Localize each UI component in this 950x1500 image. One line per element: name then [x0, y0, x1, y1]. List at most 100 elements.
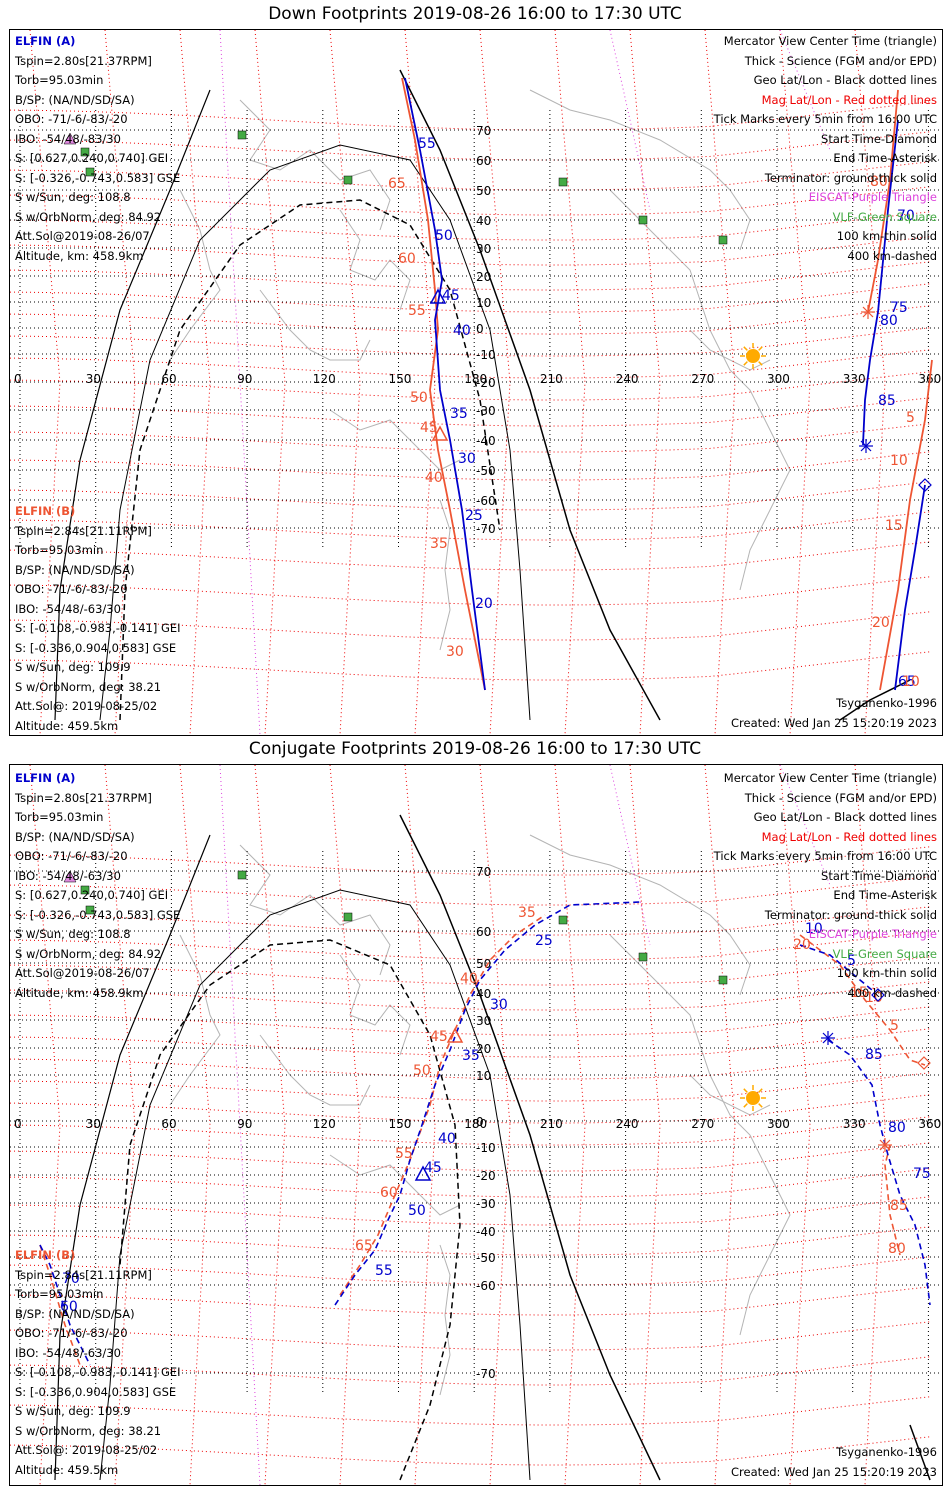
- elfin-a-info-conjugate: ELFIN (A) Tspin=2.80s[21.37RPM] Torb=95.…: [15, 769, 180, 1003]
- vlf-square: [343, 175, 353, 185]
- mag-lat-line: [10, 186, 931, 216]
- panel-title-conjugate: Conjugate Footprints 2019-08-26 16:00 to…: [248, 739, 702, 759]
- coastline: [169, 189, 221, 361]
- lon-tick-label: 150: [389, 372, 412, 386]
- lon-tick-label: 240: [616, 1117, 639, 1131]
- mag-lat-line: [10, 305, 931, 335]
- coastline: [439, 499, 451, 651]
- lat-tick-label: 40: [476, 214, 491, 228]
- elfin-b-tick-label: 10: [865, 990, 883, 1006]
- coastline: [239, 844, 391, 976]
- elfin-a-line: S w/OrbNorm, deg: 84.92: [15, 946, 162, 961]
- mag-lat-line: [10, 371, 931, 401]
- elfin-b-tick-label: 65: [355, 1238, 373, 1254]
- mag-lat-line: [10, 1116, 931, 1146]
- mag-lat-line: [10, 1072, 931, 1102]
- sun-icon: [746, 1091, 760, 1105]
- elfin-b-line: Altitude: 459.5km: [15, 1462, 119, 1477]
- elfin-a-tick-label: 55: [375, 1263, 393, 1279]
- sun-ray: [758, 361, 763, 366]
- terminator-line: [119, 199, 501, 721]
- coastline: [259, 289, 371, 361]
- lat-tick-label: 70: [476, 865, 491, 879]
- mag-lat-line: [10, 511, 931, 541]
- elfin-a-line: S w/OrbNorm, deg: 84.92: [15, 209, 162, 224]
- lat-tick-label: -60: [476, 1279, 496, 1293]
- lon-tick-label: 30: [86, 372, 101, 386]
- mag-lat-line: [10, 349, 931, 379]
- coastline: [439, 1244, 451, 1396]
- sun-ray: [758, 1103, 763, 1108]
- view-center-triangle: [446, 1027, 464, 1043]
- terminator-line: [119, 939, 461, 1481]
- start-diamond: [918, 478, 932, 492]
- terminator-line: [99, 889, 531, 1481]
- elfin-b-tick-label: 40: [460, 971, 478, 987]
- elfin-b-line: Att.Sol@: 2019-08-25/02: [15, 699, 158, 713]
- lon-tick-label: 210: [540, 1117, 563, 1131]
- mag-lat-line: [10, 846, 931, 876]
- elfin-b-tick-label: 50: [413, 1063, 431, 1079]
- elfin-a-track: [827, 1039, 931, 1306]
- elfin-b-line: Tspin=2.84s[21.11RPM]: [15, 523, 152, 538]
- elfin-b-tick-label: 20: [793, 937, 811, 953]
- elfin-a-tick-label: 35: [462, 1048, 480, 1064]
- elfin-b-track: [39, 1244, 81, 1366]
- elfin-b-line: OBO: -71/-6/-83/-20: [15, 582, 128, 596]
- elfin-b-tick-label: 15: [850, 985, 868, 1001]
- mag-lat-line: [10, 211, 931, 241]
- elfin-a-tick-label: 80: [880, 313, 898, 329]
- coastline: [609, 934, 791, 1336]
- coastline: [529, 834, 751, 996]
- lat-tick-label: -50: [476, 1251, 496, 1265]
- elfin-b-line: Att.Sol@: 2019-08-25/02: [15, 1443, 158, 1457]
- elfin-b-tick-label: 30: [446, 644, 464, 660]
- legend-item: Terminator: ground-thick solid: [764, 170, 937, 185]
- asterisk-stroke: [860, 440, 872, 452]
- elfin-b-line: S w/Sun, deg: 109.9: [15, 660, 131, 674]
- model-label-conjugate: Tsyganenko-1996: [836, 1445, 937, 1459]
- elfin-a-line: Altitude, km: 458.9km: [15, 248, 144, 263]
- mag-lat-line: [10, 451, 931, 481]
- purple-dotted-line: [219, 765, 261, 1485]
- lon-tick-label: 30: [86, 1117, 101, 1131]
- mag-lat-line: [10, 327, 931, 357]
- start-diamond: [917, 1056, 931, 1070]
- legend-item: 100 km-thin solid: [836, 966, 937, 980]
- elfin-a-tick-label: 25: [465, 508, 483, 524]
- elfin-b-line: S w/OrbNorm, deg: 38.21: [15, 679, 162, 694]
- mag-lat-line: [10, 397, 931, 427]
- lat-tick-label: -70: [476, 1367, 496, 1381]
- mag-lat-line: [10, 611, 931, 641]
- legend-item: Mercator View Center Time (triangle): [723, 771, 937, 785]
- elfin-a-tick-label: 75: [890, 300, 908, 316]
- elfin-a-tick-label: 50: [435, 228, 453, 244]
- purple-dotted-line: [219, 30, 261, 735]
- lon-tick-label: 210: [540, 372, 563, 386]
- coastline: [609, 189, 791, 591]
- elfin-b-line: Altitude: 459.5km: [15, 718, 119, 733]
- elfin-b-tick-label: 35: [518, 905, 536, 921]
- lon-tick-label: 240: [616, 372, 639, 386]
- legend-conjugate: Mercator View Center Time (triangle) Thi…: [714, 769, 937, 1003]
- sun-icon: [746, 349, 760, 363]
- elfin-a-tick-label: 40: [453, 323, 471, 339]
- vlf-square: [80, 147, 90, 157]
- mag-lon-line: [479, 765, 511, 1485]
- vlf-square: [343, 912, 353, 922]
- lat-tick-label: -20: [476, 1169, 496, 1183]
- coastline: [329, 409, 461, 471]
- legend-item: Mag Lat/Lon - Red dotted lines: [761, 829, 937, 844]
- mag-lat-line: [10, 956, 931, 986]
- elfin-a-header: ELFIN (A): [15, 34, 76, 48]
- elfin-a-tick-label: 35: [450, 406, 468, 422]
- mag-lat-line: [10, 906, 931, 936]
- elfin-a-line: IBO: -54/48/-63/30: [15, 868, 121, 883]
- elfin-b-tick-label: 60: [398, 251, 416, 267]
- terminator-line: [54, 834, 211, 1481]
- mag-lat-line: [10, 101, 931, 131]
- lat-tick-label: -60: [476, 494, 496, 508]
- asterisk-stroke: [879, 1139, 891, 1151]
- end-asterisk: [859, 439, 873, 453]
- mag-lat-line: [10, 161, 931, 191]
